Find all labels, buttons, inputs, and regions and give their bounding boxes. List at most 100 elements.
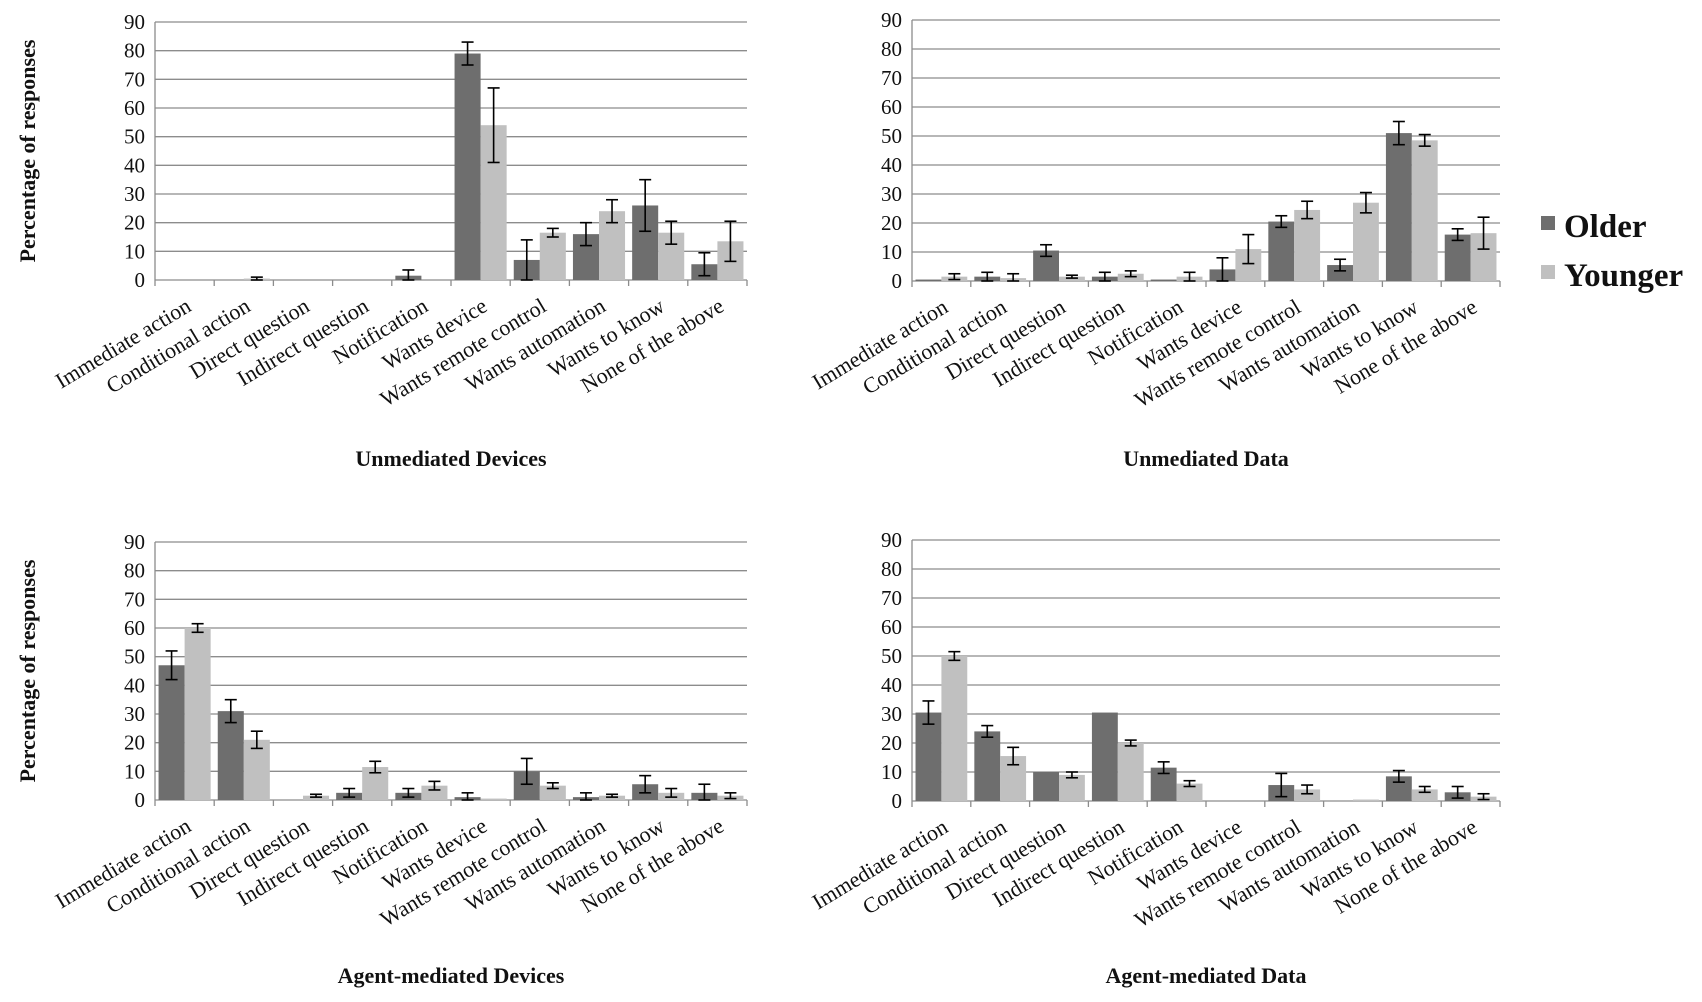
y-tick-label: 10 <box>881 760 902 784</box>
y-tick-label: 10 <box>881 240 902 264</box>
legend: Older Younger <box>1541 209 1683 294</box>
bar-older-wants-to-know <box>1385 133 1412 281</box>
error-bar <box>546 781 559 790</box>
y-tick-label: 0 <box>135 788 146 812</box>
error-bar <box>948 650 961 662</box>
y-tick-label: 30 <box>124 182 145 206</box>
error-bar <box>1275 214 1288 229</box>
error-bar <box>981 271 994 282</box>
error-bar <box>606 793 619 798</box>
y-tick-label: 70 <box>881 586 902 610</box>
error-bar <box>402 269 415 281</box>
error-bar <box>1334 258 1347 272</box>
legend-swatch-younger <box>1541 265 1555 279</box>
bar-younger-notification <box>1176 783 1203 801</box>
error-bar <box>698 783 711 801</box>
error-bar <box>639 178 652 233</box>
error-bar <box>665 787 678 798</box>
error-bar <box>981 724 994 739</box>
bar-younger-wants-remote-control <box>1294 789 1321 801</box>
y-tick-label: 20 <box>124 731 145 755</box>
y-tick-label: 40 <box>124 153 145 177</box>
y-tick-label: 20 <box>124 211 145 235</box>
y-tick-label: 30 <box>124 702 145 726</box>
bar-younger-wants-remote-control <box>1294 209 1321 281</box>
y-tick-label: 60 <box>124 96 145 120</box>
error-bar <box>1065 771 1078 779</box>
bar-younger-direct-question <box>1059 774 1085 801</box>
bar-younger-wants-remote-control <box>539 785 566 800</box>
error-bar <box>1216 256 1229 282</box>
legend-swatch-older <box>1541 216 1555 230</box>
error-bar <box>1183 271 1196 282</box>
error-bar <box>1359 191 1372 214</box>
error-bar <box>1301 784 1314 795</box>
legend-label-younger: Younger <box>1564 258 1683 294</box>
bar-older-notification <box>1150 279 1177 281</box>
error-bar <box>724 220 737 263</box>
error-bar <box>1098 271 1111 282</box>
error-bar <box>1124 270 1137 278</box>
y-axis-label: Percentage of responses <box>15 559 40 782</box>
bar-older-conditional-action <box>217 711 244 800</box>
bar-younger-indirect-question <box>1117 743 1144 801</box>
bar-older-direct-question <box>1033 772 1059 801</box>
y-tick-label: 80 <box>124 39 145 63</box>
y-tick-label: 60 <box>881 615 902 639</box>
bar-older-immediate-action <box>158 665 185 800</box>
error-bar <box>520 239 533 281</box>
error-bar <box>1477 216 1490 250</box>
error-bar <box>402 787 415 798</box>
error-bar <box>1065 274 1078 279</box>
error-bar <box>250 276 263 281</box>
chart-title: Unmediated Devices <box>355 446 547 471</box>
error-bar <box>724 792 737 800</box>
y-tick-label: 90 <box>881 8 902 32</box>
y-tick-label: 0 <box>892 789 903 813</box>
bar-younger-wants-automation <box>1353 202 1379 281</box>
error-bar <box>1477 792 1490 801</box>
error-bar <box>1392 120 1405 146</box>
error-bar <box>1124 739 1137 747</box>
bar-younger-wants-to-know <box>1411 789 1438 801</box>
y-tick-label: 80 <box>881 557 902 581</box>
error-bar <box>579 221 592 247</box>
bar-younger-immediate-action <box>941 656 968 801</box>
error-bar <box>639 774 652 794</box>
error-bar <box>369 760 382 774</box>
chart-title: Agent-mediated Devices <box>338 963 565 988</box>
bar-older-indirect-question <box>1091 712 1118 801</box>
error-bar <box>520 757 533 786</box>
error-bar <box>698 251 711 277</box>
error-bar <box>1007 272 1020 282</box>
y-tick-label: 50 <box>881 124 902 148</box>
bar-older-wants-automation <box>1327 265 1353 281</box>
y-tick-label: 60 <box>124 616 145 640</box>
bar-younger-wants-to-know <box>1411 140 1438 281</box>
error-bar <box>1242 233 1255 265</box>
error-bar <box>1157 761 1170 775</box>
y-tick-label: 0 <box>892 269 903 293</box>
y-tick-label: 30 <box>881 182 902 206</box>
y-tick-label: 70 <box>124 67 145 91</box>
y-tick-label: 10 <box>124 759 145 783</box>
chart-title: Agent-mediated Data <box>1105 963 1306 988</box>
y-tick-label: 10 <box>124 239 145 263</box>
y-tick-label: 90 <box>881 528 902 552</box>
bar-older-wants-remote-control <box>1268 221 1295 281</box>
bar-younger-notification <box>421 785 448 800</box>
y-tick-label: 50 <box>124 125 145 149</box>
y-tick-label: 90 <box>124 530 145 554</box>
bar-older-immediate-action <box>915 279 942 281</box>
error-bar <box>579 792 592 801</box>
error-bar <box>1451 785 1464 799</box>
y-tick-label: 20 <box>881 731 902 755</box>
chart-title: Unmediated Data <box>1123 446 1289 471</box>
error-bar <box>546 227 559 238</box>
error-bar <box>250 730 263 750</box>
y-tick-label: 30 <box>881 702 902 726</box>
error-bar <box>428 780 441 791</box>
y-tick-label: 50 <box>124 645 145 669</box>
